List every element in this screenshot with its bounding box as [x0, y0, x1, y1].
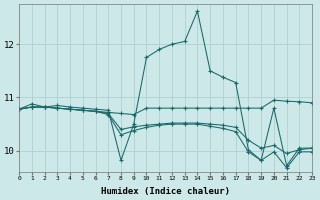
X-axis label: Humidex (Indice chaleur): Humidex (Indice chaleur) [101, 187, 230, 196]
